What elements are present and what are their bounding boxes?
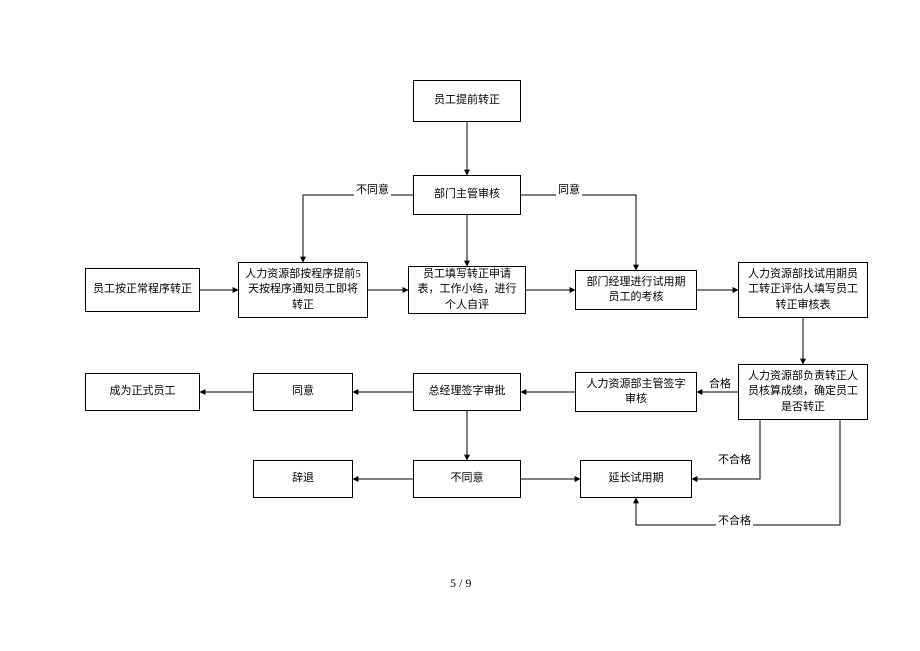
flowchart-node-n3: 员工按正常程序转正 — [85, 268, 200, 312]
page-number: 5 / 9 — [450, 576, 471, 591]
flowchart-node-n8: 人力资源部负责转正人员核算成绩，确定员工是否转正 — [738, 364, 868, 420]
flowchart-canvas: 员工提前转正部门主管审核员工按正常程序转正人力资源部按程序提前5天按程序通知员工… — [0, 0, 920, 651]
flowchart-node-n14: 延长试用期 — [580, 460, 692, 498]
flowchart-edge-label-1: 不同意 — [354, 181, 391, 197]
flowchart-node-n9: 人力资源部主管签字审核 — [575, 372, 697, 412]
flowchart-node-n10: 总经理签字审批 — [413, 373, 521, 411]
flowchart-node-n11: 同意 — [253, 373, 353, 411]
flowchart-node-n12: 成为正式员工 — [85, 373, 200, 411]
flowchart-edge-label-9: 合格 — [707, 375, 733, 391]
flowchart-edge-label-2: 同意 — [556, 181, 582, 197]
flowchart-node-n15: 辞退 — [253, 460, 353, 498]
flowchart-edge-label-16: 不合格 — [716, 451, 753, 467]
flowchart-node-n5: 员工填写转正申请表，工作小结，进行个人自评 — [408, 266, 526, 314]
flowchart-edge-label-17: 不合格 — [716, 512, 753, 528]
flowchart-node-n4: 人力资源部按程序提前5天按程序通知员工即将转正 — [238, 262, 368, 318]
flowchart-node-n6: 部门经理进行试用期员工的考核 — [575, 270, 697, 310]
flowchart-node-n13: 不同意 — [413, 460, 521, 498]
flowchart-node-n2: 部门主管审核 — [413, 175, 521, 215]
flowchart-edge-2 — [521, 195, 636, 270]
flowchart-edge-16 — [692, 420, 760, 479]
flowchart-node-n7: 人力资源部找试用期员工转正评估人填写员工转正审核表 — [738, 262, 868, 318]
flowchart-node-n1: 员工提前转正 — [413, 80, 521, 122]
flowchart-edge-1 — [303, 195, 413, 262]
